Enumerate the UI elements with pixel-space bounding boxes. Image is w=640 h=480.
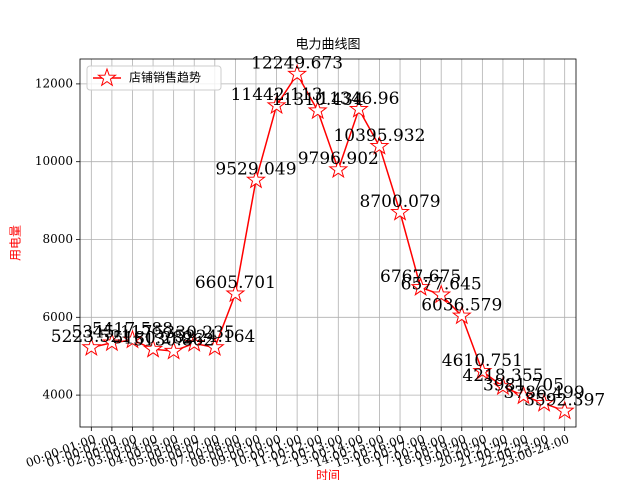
point-marker: [81, 336, 102, 357]
x-axis-label: 时间: [316, 469, 340, 480]
y-axis-label: 用电量: [9, 225, 23, 261]
y-tick-label: 8000: [42, 232, 73, 246]
data-label: 11310.434: [272, 90, 364, 110]
legend-marker: [96, 67, 118, 87]
point-marker: [204, 336, 225, 356]
y-tick-label: 6000: [42, 310, 73, 324]
data-label: 5330.235: [154, 323, 235, 343]
data-label: 6577.645: [401, 274, 482, 294]
y-tick-label: 12000: [35, 76, 73, 90]
data-label: 10395.932: [333, 126, 425, 146]
legend-label: 店铺销售趋势: [129, 70, 201, 85]
point-marker: [390, 201, 411, 221]
point-marker: [307, 100, 328, 120]
point-marker: [431, 284, 452, 304]
point-marker: [513, 385, 534, 405]
y-tick-label: 10000: [35, 154, 73, 168]
point-marker: [184, 332, 205, 352]
data-label: 3786.499: [504, 383, 585, 403]
point-marker: [451, 305, 472, 325]
chart-title: 电力曲线图: [295, 38, 360, 53]
point-marker: [410, 276, 431, 296]
data-label: 6036.579: [421, 295, 502, 315]
point-marker: [534, 392, 555, 412]
point-marker: [122, 329, 143, 349]
data-label: 11442.113: [231, 85, 323, 105]
data-label: 9796.902: [298, 149, 379, 169]
point-marker: [101, 332, 122, 352]
data-label: 6767.675: [380, 267, 461, 287]
legend-box: [86, 65, 222, 91]
point-marker: [328, 159, 349, 179]
point-marker: [163, 340, 184, 360]
data-label: 5417.588: [92, 319, 173, 339]
data-label: 6605.701: [195, 273, 276, 293]
point-marker: [348, 98, 369, 118]
data-label: 4610.751: [442, 351, 523, 371]
data-label: 8700.079: [359, 192, 440, 212]
plot-frame: [79, 58, 577, 428]
point-marker: [245, 169, 266, 189]
y-tick-label: 4000: [42, 388, 73, 402]
data-label: 5130.862: [133, 331, 214, 351]
data-label: 3592.397: [524, 390, 605, 410]
data-label: 5223.521: [51, 327, 132, 347]
data-label: 11346.96: [318, 89, 399, 109]
point-marker: [287, 63, 308, 83]
data-label: 5345.117: [71, 322, 152, 342]
data-label: 5180.282: [112, 329, 193, 349]
data-label: 5224.164: [174, 327, 255, 347]
data-label: 12249.673: [251, 54, 343, 74]
point-marker: [143, 338, 164, 358]
point-marker: [369, 135, 390, 155]
point-marker: [266, 95, 287, 115]
data-label: 9529.049: [215, 160, 296, 180]
point-marker: [554, 400, 575, 420]
point-marker: [472, 360, 493, 380]
data-label: 3981.705: [483, 375, 564, 395]
point-marker: [225, 283, 246, 303]
data-label: 4218.355: [462, 366, 543, 386]
point-marker: [492, 376, 513, 396]
